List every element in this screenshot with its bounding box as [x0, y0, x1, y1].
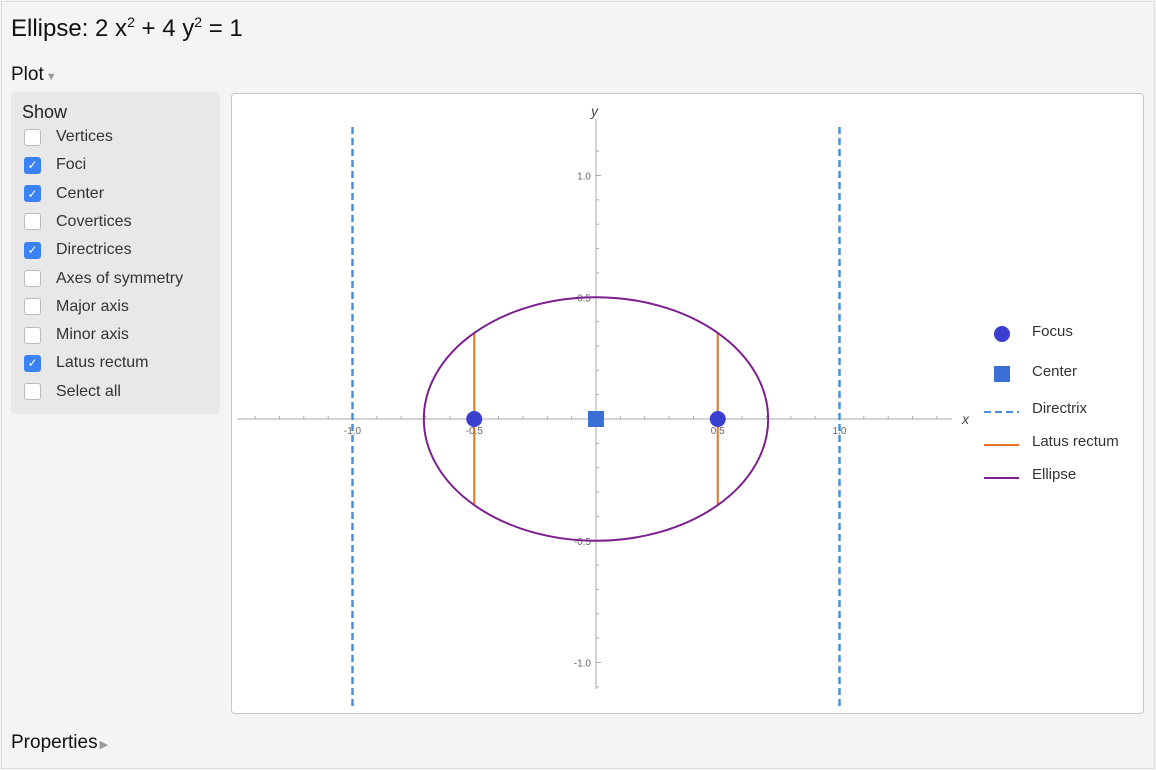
option-label: Select all: [56, 382, 121, 400]
properties-section-toggle[interactable]: Properties ▶: [11, 732, 109, 753]
show-option-select-all[interactable]: Select all: [24, 381, 121, 403]
checkbox[interactable]: ✓: [24, 156, 41, 174]
checkbox[interactable]: [24, 383, 41, 401]
legend-label: Ellipse: [1032, 466, 1076, 483]
plot-section-toggle[interactable]: Plot ▼: [11, 64, 57, 85]
page-title: Ellipse: 2 x2 + 4 y2 = 1: [11, 14, 243, 42]
show-option-minor-axis[interactable]: Minor axis: [24, 324, 129, 346]
show-option-foci[interactable]: ✓ Foci: [24, 154, 86, 176]
option-label: Minor axis: [56, 326, 129, 344]
focus-point: [466, 411, 483, 427]
show-option-axes-of-symmetry[interactable]: Axes of symmetry: [24, 268, 183, 290]
show-option-major-axis[interactable]: Major axis: [24, 296, 129, 318]
option-label: Directrices: [56, 241, 132, 259]
triangle-down-icon: ▼: [45, 71, 57, 83]
x-tick-label: 1.0: [833, 426, 847, 437]
plot-area: -1.0-0.50.51.01.00.5-0.5-1.0xyFocusCente…: [231, 93, 1144, 714]
legend-label: Directrix: [1032, 400, 1087, 417]
show-option-covertices[interactable]: Covertices: [24, 211, 132, 233]
center-point: [588, 411, 604, 427]
option-label: Major axis: [56, 297, 129, 315]
checkbox[interactable]: ✓: [24, 185, 41, 203]
option-label: Center: [56, 184, 105, 202]
option-label: Foci: [56, 156, 87, 174]
triangle-right-icon: ▶: [99, 739, 109, 751]
option-label: Covertices: [56, 212, 132, 230]
show-option-vertices[interactable]: Vertices: [24, 126, 113, 148]
y-tick-label: 1.0: [577, 172, 591, 183]
legend-label: Center: [1032, 363, 1077, 380]
checkbox[interactable]: [24, 213, 41, 231]
y-axis-label: y: [590, 103, 599, 119]
show-panel: Show: [11, 92, 220, 414]
checkbox[interactable]: [24, 326, 41, 344]
show-option-center[interactable]: ✓ Center: [24, 183, 104, 205]
legend-center-icon: [994, 366, 1010, 382]
ellipse-curve: [422, 296, 770, 542]
checkbox[interactable]: ✓: [24, 354, 41, 372]
legend-label: Focus: [1032, 323, 1073, 340]
focus-point: [709, 411, 726, 427]
checkbox[interactable]: [24, 128, 41, 146]
checkbox[interactable]: [24, 270, 41, 287]
y-tick-label: -1.0: [574, 659, 592, 670]
show-option-directrices[interactable]: ✓ Directrices: [24, 239, 132, 261]
x-tick-label: -1.0: [344, 426, 362, 437]
y-tick-label: -0.5: [574, 537, 592, 548]
show-header: Show: [22, 102, 68, 122]
legend-focus-icon: [994, 326, 1010, 342]
x-axis-label: x: [961, 411, 970, 427]
option-label: Vertices: [56, 128, 113, 145]
y-tick-label: 0.5: [577, 293, 591, 304]
show-option-latus-rectum[interactable]: ✓ Latus rectum: [24, 352, 148, 374]
option-label: Axes of symmetry: [56, 269, 184, 287]
option-label: Latus rectum: [56, 354, 149, 372]
checkbox[interactable]: ✓: [24, 241, 41, 259]
legend-label: Latus rectum: [1032, 433, 1119, 450]
checkbox[interactable]: [24, 298, 41, 316]
